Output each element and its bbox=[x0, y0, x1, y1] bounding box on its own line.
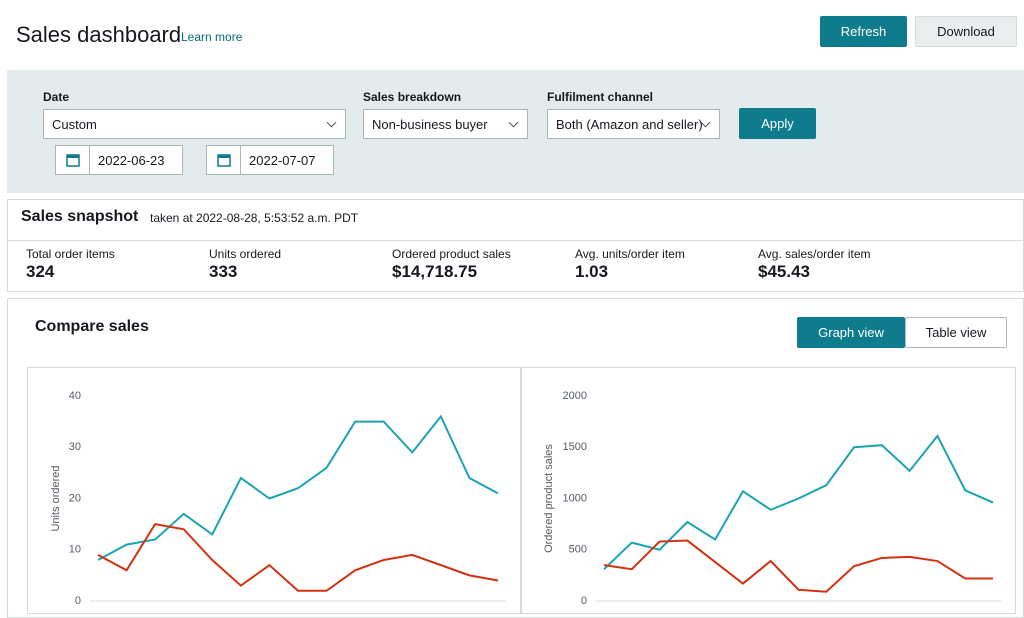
y-tick-label: 10 bbox=[69, 544, 81, 556]
y-axis-label: Units ordered bbox=[50, 465, 62, 531]
metric-label: Units ordered bbox=[209, 247, 282, 261]
sales-chart: 0 500 1000 1500 2000 Ordered product sales bbox=[520, 367, 1016, 614]
filter-label: Fulfilment channel bbox=[547, 90, 654, 104]
refresh-button[interactable]: Refresh bbox=[820, 16, 907, 47]
y-tick-label: 20 bbox=[69, 492, 81, 504]
graph-view-toggle[interactable]: Graph view bbox=[797, 317, 905, 348]
metric-value: 1.03 bbox=[575, 262, 609, 281]
series-line bbox=[603, 539, 993, 593]
date-from[interactable]: 2022-06-23 bbox=[55, 145, 183, 175]
snapshot-time: taken at 2022-08-28, 5:53:52 a.m. PDT bbox=[150, 211, 359, 225]
metric-value: 324 bbox=[26, 262, 55, 281]
y-tick-label: 0 bbox=[581, 595, 587, 607]
channel-select[interactable]: Both (Amazon and seller) bbox=[547, 109, 720, 139]
y-tick-label: 40 bbox=[69, 390, 81, 402]
date-from-text: 2022-06-23 bbox=[98, 152, 165, 168]
filter-label: Date bbox=[43, 90, 70, 104]
snapshot-title: Sales snapshot bbox=[21, 208, 139, 225]
metric-label: Avg. sales/order item bbox=[758, 247, 871, 261]
metric-value: $45.43 bbox=[758, 262, 810, 281]
filter-label: Sales breakdown bbox=[363, 90, 462, 104]
series-line bbox=[603, 434, 994, 570]
learn-more-link[interactable]: Learn more bbox=[181, 30, 243, 44]
series-line bbox=[97, 414, 499, 561]
metric-label: Total order items bbox=[26, 247, 115, 261]
y-tick-label: 1500 bbox=[563, 441, 587, 453]
y-axis-label: Ordered product sales bbox=[543, 444, 555, 553]
calendar-icon bbox=[56, 146, 90, 174]
metric-value: $14,718.75 bbox=[392, 262, 478, 281]
date-select[interactable]: Custom bbox=[43, 109, 346, 139]
metric-label: Avg. units/order item bbox=[575, 247, 685, 261]
page-title: Sales dashboard bbox=[16, 22, 182, 47]
series-line bbox=[97, 523, 499, 592]
y-tick-label: 0 bbox=[75, 595, 81, 607]
metric-value: 333 bbox=[209, 262, 238, 281]
y-tick-label: 2000 bbox=[563, 390, 587, 402]
metric-label: Ordered product sales bbox=[392, 247, 511, 261]
y-tick-label: 1000 bbox=[563, 492, 587, 504]
date-to-text: 2022-07-07 bbox=[249, 152, 316, 168]
download-button[interactable]: Download bbox=[915, 16, 1017, 47]
y-tick-label: 500 bbox=[569, 544, 587, 556]
units-chart: 0 10 20 30 40 Units ordered bbox=[27, 367, 522, 614]
compare-title: Compare sales bbox=[35, 318, 149, 335]
divider bbox=[7, 240, 1024, 241]
y-tick-label: 30 bbox=[69, 441, 81, 453]
calendar-icon bbox=[207, 146, 241, 174]
date-to[interactable]: 2022-07-07 bbox=[206, 145, 334, 175]
breakdown-select[interactable]: Non-business buyer bbox=[363, 109, 528, 139]
apply-button[interactable]: Apply bbox=[739, 108, 816, 139]
table-view-toggle[interactable]: Table view bbox=[905, 317, 1007, 348]
